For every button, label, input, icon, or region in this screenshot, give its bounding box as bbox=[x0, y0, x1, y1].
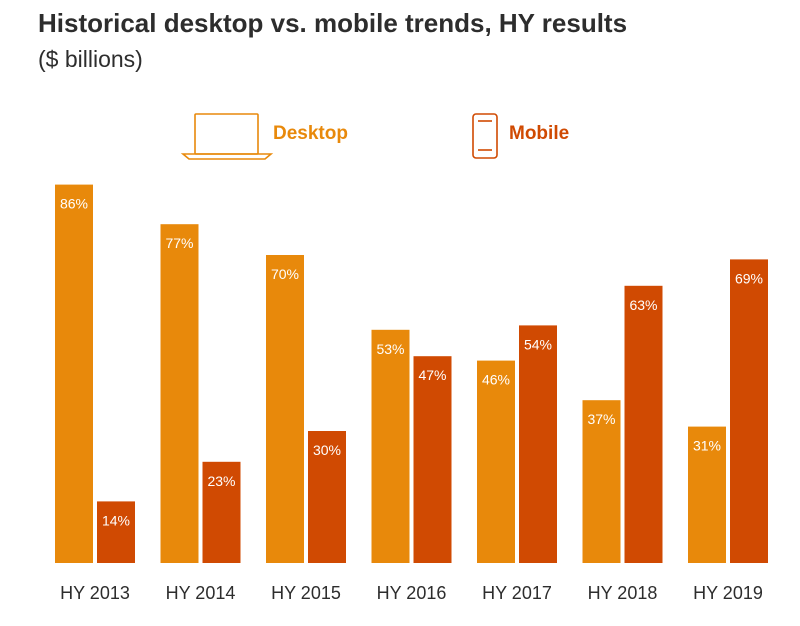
bar-desktop-7 bbox=[688, 426, 726, 563]
data-label-desktop-2: 77% bbox=[165, 235, 193, 251]
bars: 86% 14% 77% 23% 70% 30% 53% 47% 46% 54% 37% 63% 31% 6… bbox=[55, 184, 768, 563]
data-label-mobile-6: 63% bbox=[629, 297, 657, 313]
bar-desktop-2 bbox=[160, 224, 199, 563]
x-tick-label: HY 2016 bbox=[377, 583, 447, 603]
data-label-mobile-4: 47% bbox=[418, 367, 446, 383]
data-label-desktop-5: 46% bbox=[482, 372, 510, 388]
x-axis-ticks: HY 2013 HY 2014 HY 2015 HY 2016 HY 2017 HY 20… bbox=[60, 583, 763, 603]
bar-mobile-2 bbox=[202, 461, 241, 563]
legend: Desktop Mobile bbox=[180, 113, 569, 160]
x-tick-label: HY 2017 bbox=[482, 583, 552, 603]
bar-mobile-3 bbox=[308, 431, 346, 563]
bar-mobile-7 bbox=[730, 259, 768, 563]
data-label-desktop-7: 31% bbox=[693, 438, 721, 454]
data-label-desktop-6: 37% bbox=[587, 411, 615, 427]
data-label-mobile-1: 14% bbox=[102, 512, 130, 528]
x-tick-label: HY 2013 bbox=[60, 583, 130, 603]
data-label-mobile-5: 54% bbox=[524, 336, 552, 352]
bar-mobile-4 bbox=[413, 356, 452, 563]
data-label-desktop-4: 53% bbox=[376, 341, 404, 357]
laptop-icon bbox=[180, 113, 274, 160]
chart-subtitle: ($ billions) bbox=[38, 46, 143, 72]
bar-mobile-1 bbox=[97, 501, 135, 563]
chart-title: Historical desktop vs. mobile trends, HY… bbox=[38, 8, 628, 38]
smartphone-icon bbox=[472, 113, 498, 159]
bar-desktop-1 bbox=[55, 184, 93, 563]
bar-desktop-6 bbox=[582, 400, 621, 563]
data-label-mobile-3: 30% bbox=[313, 442, 341, 458]
bar-mobile-6 bbox=[624, 285, 663, 563]
data-label-desktop-3: 70% bbox=[271, 266, 299, 282]
legend-label-desktop: Desktop bbox=[273, 123, 348, 144]
legend-label-mobile: Mobile bbox=[509, 123, 569, 144]
x-tick-label: HY 2015 bbox=[271, 583, 341, 603]
data-label-desktop-1: 86% bbox=[60, 196, 88, 212]
x-tick-label: HY 2014 bbox=[166, 583, 236, 603]
bar-mobile-5 bbox=[519, 325, 557, 563]
x-tick-label: HY 2018 bbox=[588, 583, 658, 603]
x-tick-label: HY 2019 bbox=[693, 583, 763, 603]
bar-desktop-4 bbox=[371, 329, 410, 563]
data-label-mobile-2: 23% bbox=[207, 473, 235, 489]
data-label-mobile-7: 69% bbox=[735, 270, 763, 286]
bar-desktop-3 bbox=[266, 255, 304, 563]
bar-desktop-5 bbox=[477, 360, 515, 563]
